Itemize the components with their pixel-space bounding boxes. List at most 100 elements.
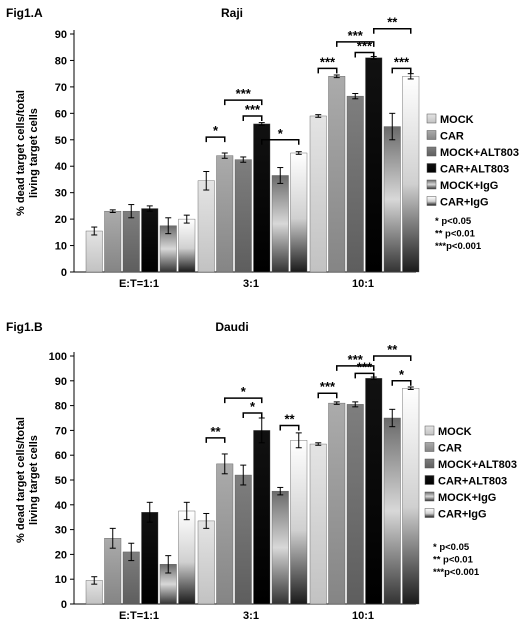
significance-label: * [213, 123, 219, 138]
bar-mock-alt803 [346, 95, 364, 273]
y-tick-label: 70 [55, 425, 67, 437]
bar-car [216, 155, 234, 273]
x-tick-label: 10:1 [352, 610, 374, 620]
significance-bracket [205, 437, 226, 443]
chart-title-a: Raji [221, 6, 243, 20]
significance-label: *** [320, 379, 336, 394]
bar-mock [197, 520, 215, 605]
y-tick-label: 10 [55, 241, 67, 253]
significance-bracket [317, 67, 338, 74]
bar-mock-igg [383, 417, 401, 605]
legend-label: CAR [440, 131, 464, 143]
legend-label: MOCK+IgG [440, 180, 498, 192]
y-tick-label: 30 [55, 188, 67, 200]
significance-bracket [373, 27, 412, 34]
significance-bracket [391, 67, 412, 74]
bar-car-igg [402, 76, 420, 273]
panel-label-b: Fig1.B [6, 320, 43, 334]
legend-label: MOCK [440, 114, 474, 126]
y-tick-label: 60 [55, 450, 67, 462]
bar-car-igg [290, 152, 308, 273]
significance-label: * [399, 367, 405, 382]
significance-bracket [336, 365, 375, 371]
legend-swatch [424, 491, 435, 502]
x-tick-label: 3:1 [243, 610, 259, 620]
pvalue-legend-line: ** p<0.01 [435, 229, 476, 240]
significance-label: *** [357, 39, 373, 54]
chart-panel-a: % dead target cells/totalliving target c… [15, 15, 519, 290]
significance-label: *** [348, 28, 364, 43]
y-axis-label-line: living target cells [28, 108, 40, 198]
significance-label: *** [357, 359, 373, 374]
significance-label: ** [387, 15, 398, 30]
y-tick-label: 40 [55, 161, 67, 173]
bar-car-igg [178, 218, 196, 273]
legend-swatch [426, 146, 437, 157]
significance-label: *** [394, 54, 410, 69]
y-tick-label: 80 [55, 401, 67, 413]
y-tick-label: 100 [49, 351, 67, 363]
pvalue-legend-line: ***p<0.001 [433, 567, 480, 578]
bar-mock-igg [271, 175, 289, 273]
bar-car [216, 463, 234, 605]
significance-bracket [242, 115, 263, 121]
y-tick-label: 20 [55, 549, 67, 561]
legend-swatch [426, 179, 437, 190]
significance-label: *** [348, 352, 364, 367]
y-tick-label: 20 [55, 214, 67, 226]
significance-bracket [354, 51, 375, 58]
pvalue-legend-line: ** p<0.01 [433, 555, 474, 566]
x-tick-label: 10:1 [352, 278, 374, 290]
significance-label: ** [210, 424, 221, 439]
significance-label: *** [236, 86, 252, 101]
significance-bracket [317, 392, 338, 399]
y-tick-label: 90 [55, 29, 67, 41]
bar-car-igg [178, 510, 196, 605]
y-axis-label: % dead target cells/totalliving target c… [15, 417, 40, 543]
legend-swatch [424, 508, 435, 518]
legend-swatch [424, 425, 435, 436]
pvalue-legend-line: ***p<0.001 [435, 241, 482, 252]
y-tick-label: 40 [55, 500, 67, 512]
significance-label: ** [284, 411, 295, 426]
bar-car [328, 402, 346, 605]
chart-title-b: Daudi [215, 320, 248, 334]
bar-car-igg [290, 440, 308, 605]
significance-bracket [354, 372, 375, 379]
legend-label: CAR+IgG [440, 197, 489, 209]
bar-car-alt803 [365, 57, 383, 273]
significance-label: ** [387, 342, 398, 357]
bar-mock-alt803 [122, 210, 140, 273]
bar-mock-igg [383, 126, 401, 273]
y-tick-label: 90 [55, 376, 67, 388]
y-tick-label: 0 [61, 599, 67, 611]
bar-car-alt803 [141, 512, 159, 605]
bar-car-alt803 [141, 208, 159, 273]
bar-car-alt803 [253, 123, 271, 273]
legend-swatch [424, 458, 435, 469]
legend-swatch [426, 130, 437, 140]
y-tick-label: 0 [61, 267, 67, 279]
legend-swatch [426, 163, 437, 173]
panel-label-a: Fig1.A [6, 6, 43, 20]
chart-panel-b: % dead target cells/totalliving target c… [15, 342, 517, 620]
bar-car-alt803 [365, 378, 383, 605]
y-axis-label-line: living target cells [28, 435, 40, 525]
significance-bracket [224, 397, 263, 404]
bar-mock-alt803 [234, 474, 252, 605]
legend-label: CAR+IgG [438, 509, 487, 521]
bar-mock [85, 230, 103, 273]
bar-mock-alt803 [346, 404, 364, 605]
significance-label: * [241, 384, 247, 399]
bar-mock [309, 443, 327, 605]
bar-car [328, 76, 346, 273]
significance-bracket [261, 139, 300, 145]
x-tick-label: E:T=1:1 [119, 610, 159, 620]
y-axis-label-line: % dead target cells/total [15, 417, 27, 543]
bar-car-alt803 [253, 430, 271, 605]
y-tick-label: 60 [55, 108, 67, 120]
legend-label: MOCK [438, 426, 472, 438]
significance-bracket [391, 380, 412, 386]
legend-label: CAR [438, 443, 462, 455]
